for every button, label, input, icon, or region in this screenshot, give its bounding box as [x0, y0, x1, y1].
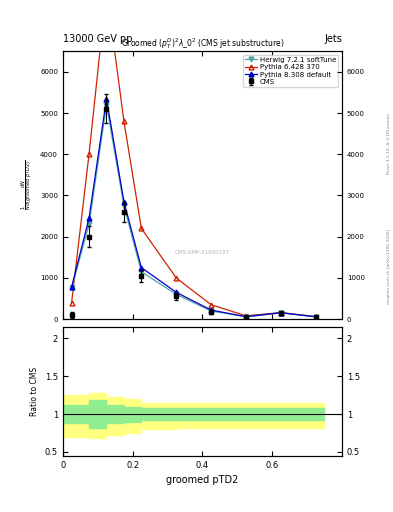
Pythia 6.428 370: [244, 313, 248, 319]
Pythia 8.308 default: [69, 284, 74, 290]
Text: Rivet 3.1.10, ≥ 3.1M events: Rivet 3.1.10, ≥ 3.1M events: [387, 113, 391, 174]
Title: Groomed $(p_T^D)^2\lambda\_0^2$ (CMS jet substructure): Groomed $(p_T^D)^2\lambda\_0^2$ (CMS jet…: [121, 36, 284, 51]
X-axis label: groomed pTD2: groomed pTD2: [166, 475, 239, 485]
Pythia 8.308 default: [174, 289, 178, 295]
Pythia 8.308 default: [139, 265, 144, 271]
Pythia 6.428 370: [139, 225, 144, 231]
Herwig 7.2.1 softTune: [121, 203, 126, 209]
Herwig 7.2.1 softTune: [313, 314, 318, 320]
Herwig 7.2.1 softTune: [279, 310, 283, 316]
Line: Pythia 8.308 default: Pythia 8.308 default: [69, 96, 318, 319]
Herwig 7.2.1 softTune: [209, 308, 213, 314]
Pythia 8.308 default: [209, 307, 213, 313]
Pythia 8.308 default: [279, 310, 283, 316]
Herwig 7.2.1 softTune: [104, 102, 109, 108]
Text: 13000 GeV pp: 13000 GeV pp: [63, 33, 132, 44]
Line: Herwig 7.2.1 softTune: Herwig 7.2.1 softTune: [69, 102, 318, 319]
Herwig 7.2.1 softTune: [87, 221, 92, 227]
Line: Pythia 6.428 370: Pythia 6.428 370: [69, 0, 318, 319]
Y-axis label: Ratio to CMS: Ratio to CMS: [30, 367, 39, 416]
Herwig 7.2.1 softTune: [174, 291, 178, 297]
Pythia 6.428 370: [279, 309, 283, 315]
Pythia 8.308 default: [121, 199, 126, 205]
Legend: Herwig 7.2.1 softTune, Pythia 6.428 370, Pythia 8.308 default, CMS: Herwig 7.2.1 softTune, Pythia 6.428 370,…: [242, 55, 338, 87]
Text: Jets: Jets: [324, 33, 342, 44]
Text: mcplots.cern.ch [arXiv:1306.3436]: mcplots.cern.ch [arXiv:1306.3436]: [387, 229, 391, 304]
Herwig 7.2.1 softTune: [139, 269, 144, 275]
Herwig 7.2.1 softTune: [244, 314, 248, 320]
Pythia 6.428 370: [209, 302, 213, 308]
Pythia 6.428 370: [313, 313, 318, 319]
Pythia 8.308 default: [104, 96, 109, 102]
Pythia 8.308 default: [87, 215, 92, 221]
Pythia 8.308 default: [244, 313, 248, 319]
Pythia 6.428 370: [87, 151, 92, 157]
Text: CMS-SMP-21920187: CMS-SMP-21920187: [175, 250, 230, 254]
Pythia 8.308 default: [313, 314, 318, 320]
Pythia 6.428 370: [174, 275, 178, 281]
Y-axis label: $\frac{1}{N}\frac{dN}{d(groomed\ pTD2)}$: $\frac{1}{N}\frac{dN}{d(groomed\ pTD2)}$: [20, 160, 35, 210]
Herwig 7.2.1 softTune: [69, 285, 74, 291]
Pythia 6.428 370: [69, 300, 74, 306]
Pythia 6.428 370: [121, 118, 126, 124]
